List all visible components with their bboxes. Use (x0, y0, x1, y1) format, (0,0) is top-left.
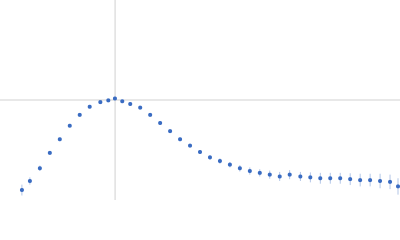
point (57, 137, 62, 142)
point (112, 96, 117, 101)
point (128, 101, 133, 106)
point (158, 121, 163, 126)
point (227, 162, 232, 167)
point (87, 104, 92, 109)
point (178, 137, 183, 142)
point (388, 179, 393, 184)
point (378, 178, 383, 183)
point (358, 178, 363, 183)
point (318, 176, 323, 181)
point (37, 166, 42, 171)
point (188, 143, 193, 148)
point (308, 175, 313, 180)
point (19, 188, 24, 193)
point (237, 166, 242, 171)
point (267, 172, 272, 177)
point (298, 174, 303, 179)
point (77, 112, 82, 117)
point (257, 170, 262, 175)
chart (0, 0, 400, 200)
point (198, 149, 202, 154)
point (338, 176, 343, 181)
point (67, 123, 72, 128)
point (207, 155, 212, 160)
point (217, 159, 222, 164)
point (47, 150, 52, 155)
point (98, 100, 103, 105)
point (348, 177, 353, 182)
point (277, 174, 282, 179)
point (287, 172, 292, 177)
point (328, 176, 333, 181)
point (368, 178, 373, 183)
point (120, 99, 125, 104)
point (138, 105, 143, 110)
point (106, 98, 111, 103)
point (168, 129, 173, 134)
point (396, 184, 400, 189)
point (27, 178, 32, 183)
point (247, 169, 252, 174)
point (148, 112, 153, 117)
